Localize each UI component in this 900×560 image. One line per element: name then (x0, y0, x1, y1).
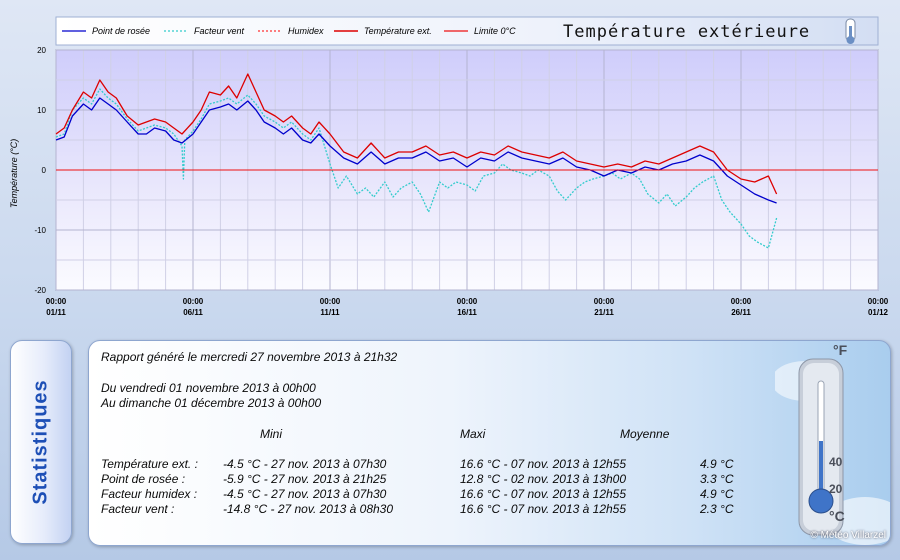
row-mini: -5.9 °C - 27 nov. 2013 à 21h25 (223, 472, 387, 486)
thermometer-illustration: 40 20 °F °C (775, 342, 890, 545)
y-tick-label: 10 (37, 106, 46, 115)
axis-ticks: -20 -10 0 10 20 00:00 01/11 00:00 06/11 00:00 11/1… (34, 46, 888, 317)
header-mini: Mini (260, 427, 283, 441)
row-label: Facteur vent : (101, 502, 175, 516)
x-tick-time-label: 00:00 (320, 297, 341, 306)
row-label: Point de rosée : (101, 472, 186, 486)
row-maxi: 16.6 °C - 07 nov. 2013 à 12h55 (460, 457, 627, 471)
y-tick-label: 0 (42, 166, 47, 175)
legend-label-windchill: Facteur vent (194, 26, 245, 36)
x-tick-time-label: 00:00 (183, 297, 204, 306)
row-label: Température ext. : (101, 457, 198, 471)
y-tick-label: -10 (34, 226, 46, 235)
legend-label-humidex: Humidex (288, 26, 324, 36)
x-tick-time-label: 00:00 (457, 297, 478, 306)
thermometer-icon (845, 18, 856, 44)
x-tick-date-label: 06/11 (183, 308, 203, 317)
row-mini: -4.5 °C - 27 nov. 2013 à 07h30 (223, 457, 387, 471)
legend: Point de rosée Facteur vent Humidex Temp… (62, 26, 516, 36)
row-label: Facteur humidex : (101, 487, 198, 501)
row-moyenne: 3.3 °C (700, 472, 734, 486)
legend-label-limit: Limite 0°C (474, 26, 516, 36)
x-tick-time-label: 00:00 (46, 297, 67, 306)
x-tick-date-label: 11/11 (320, 308, 340, 317)
report-generated-line: Rapport généré le mercredi 27 novembre 2… (101, 350, 398, 364)
row-moyenne: 2.3 °C (700, 502, 734, 516)
statistics-panel: Rapport généré le mercredi 27 novembre 2… (88, 340, 891, 546)
period-start-line: Du vendredi 01 novembre 2013 à 00h00 (101, 381, 316, 395)
chart-title: Température extérieure (563, 22, 810, 42)
x-tick-time-label: 00:00 (868, 297, 889, 306)
y-axis-label: Température (°C) (9, 139, 19, 208)
temperature-chart: Point de rosée Facteur vent Humidex Temp… (9, 16, 889, 317)
row-maxi: 12.8 °C - 02 nov. 2013 à 13h00 (460, 472, 627, 486)
period-end-line: Au dimanche 01 décembre 2013 à 00h00 (101, 396, 322, 410)
row-moyenne: 4.9 °C (700, 457, 734, 471)
row-maxi: 16.6 °C - 07 nov. 2013 à 12h55 (460, 487, 627, 501)
header-moyenne: Moyenne (620, 427, 670, 441)
thermometer-label-20: 20 (829, 482, 843, 496)
series-line-windchill (55, 88, 778, 249)
series-line-temperature (55, 73, 778, 195)
statistics-tab-label: Statistiques (29, 379, 52, 505)
thermometer-unit-c: °C (829, 508, 845, 524)
row-mini: -14.8 °C - 27 nov. 2013 à 08h30 (223, 502, 394, 516)
thermometer-label-40: 40 (829, 455, 843, 469)
row-moyenne: 4.9 °C (700, 487, 734, 501)
statistics-tab: Statistiques (10, 340, 72, 544)
header-maxi: Maxi (460, 427, 486, 441)
x-tick-date-label: 01/12 (868, 308, 889, 317)
row-maxi: 16.6 °C - 07 nov. 2013 à 12h55 (460, 502, 627, 516)
thermometer-unit-f: °F (833, 342, 848, 358)
x-tick-date-label: 26/11 (731, 308, 751, 317)
y-tick-label: -20 (34, 286, 46, 295)
copyright-text: © Météo Villarzel (810, 530, 886, 541)
legend-label-dewpoint: Point de rosée (92, 26, 150, 36)
x-tick-date-label: 16/11 (457, 308, 477, 317)
x-tick-date-label: 01/11 (46, 308, 66, 317)
x-tick-time-label: 00:00 (731, 297, 752, 306)
legend-label-temperature: Température ext. (364, 26, 432, 36)
x-tick-time-label: 00:00 (594, 297, 615, 306)
series-layer (55, 73, 878, 249)
x-tick-date-label: 21/11 (594, 308, 614, 317)
y-tick-label: 20 (37, 46, 46, 55)
grid (55, 49, 879, 291)
row-mini: -4.5 °C - 27 nov. 2013 à 07h30 (223, 487, 387, 501)
